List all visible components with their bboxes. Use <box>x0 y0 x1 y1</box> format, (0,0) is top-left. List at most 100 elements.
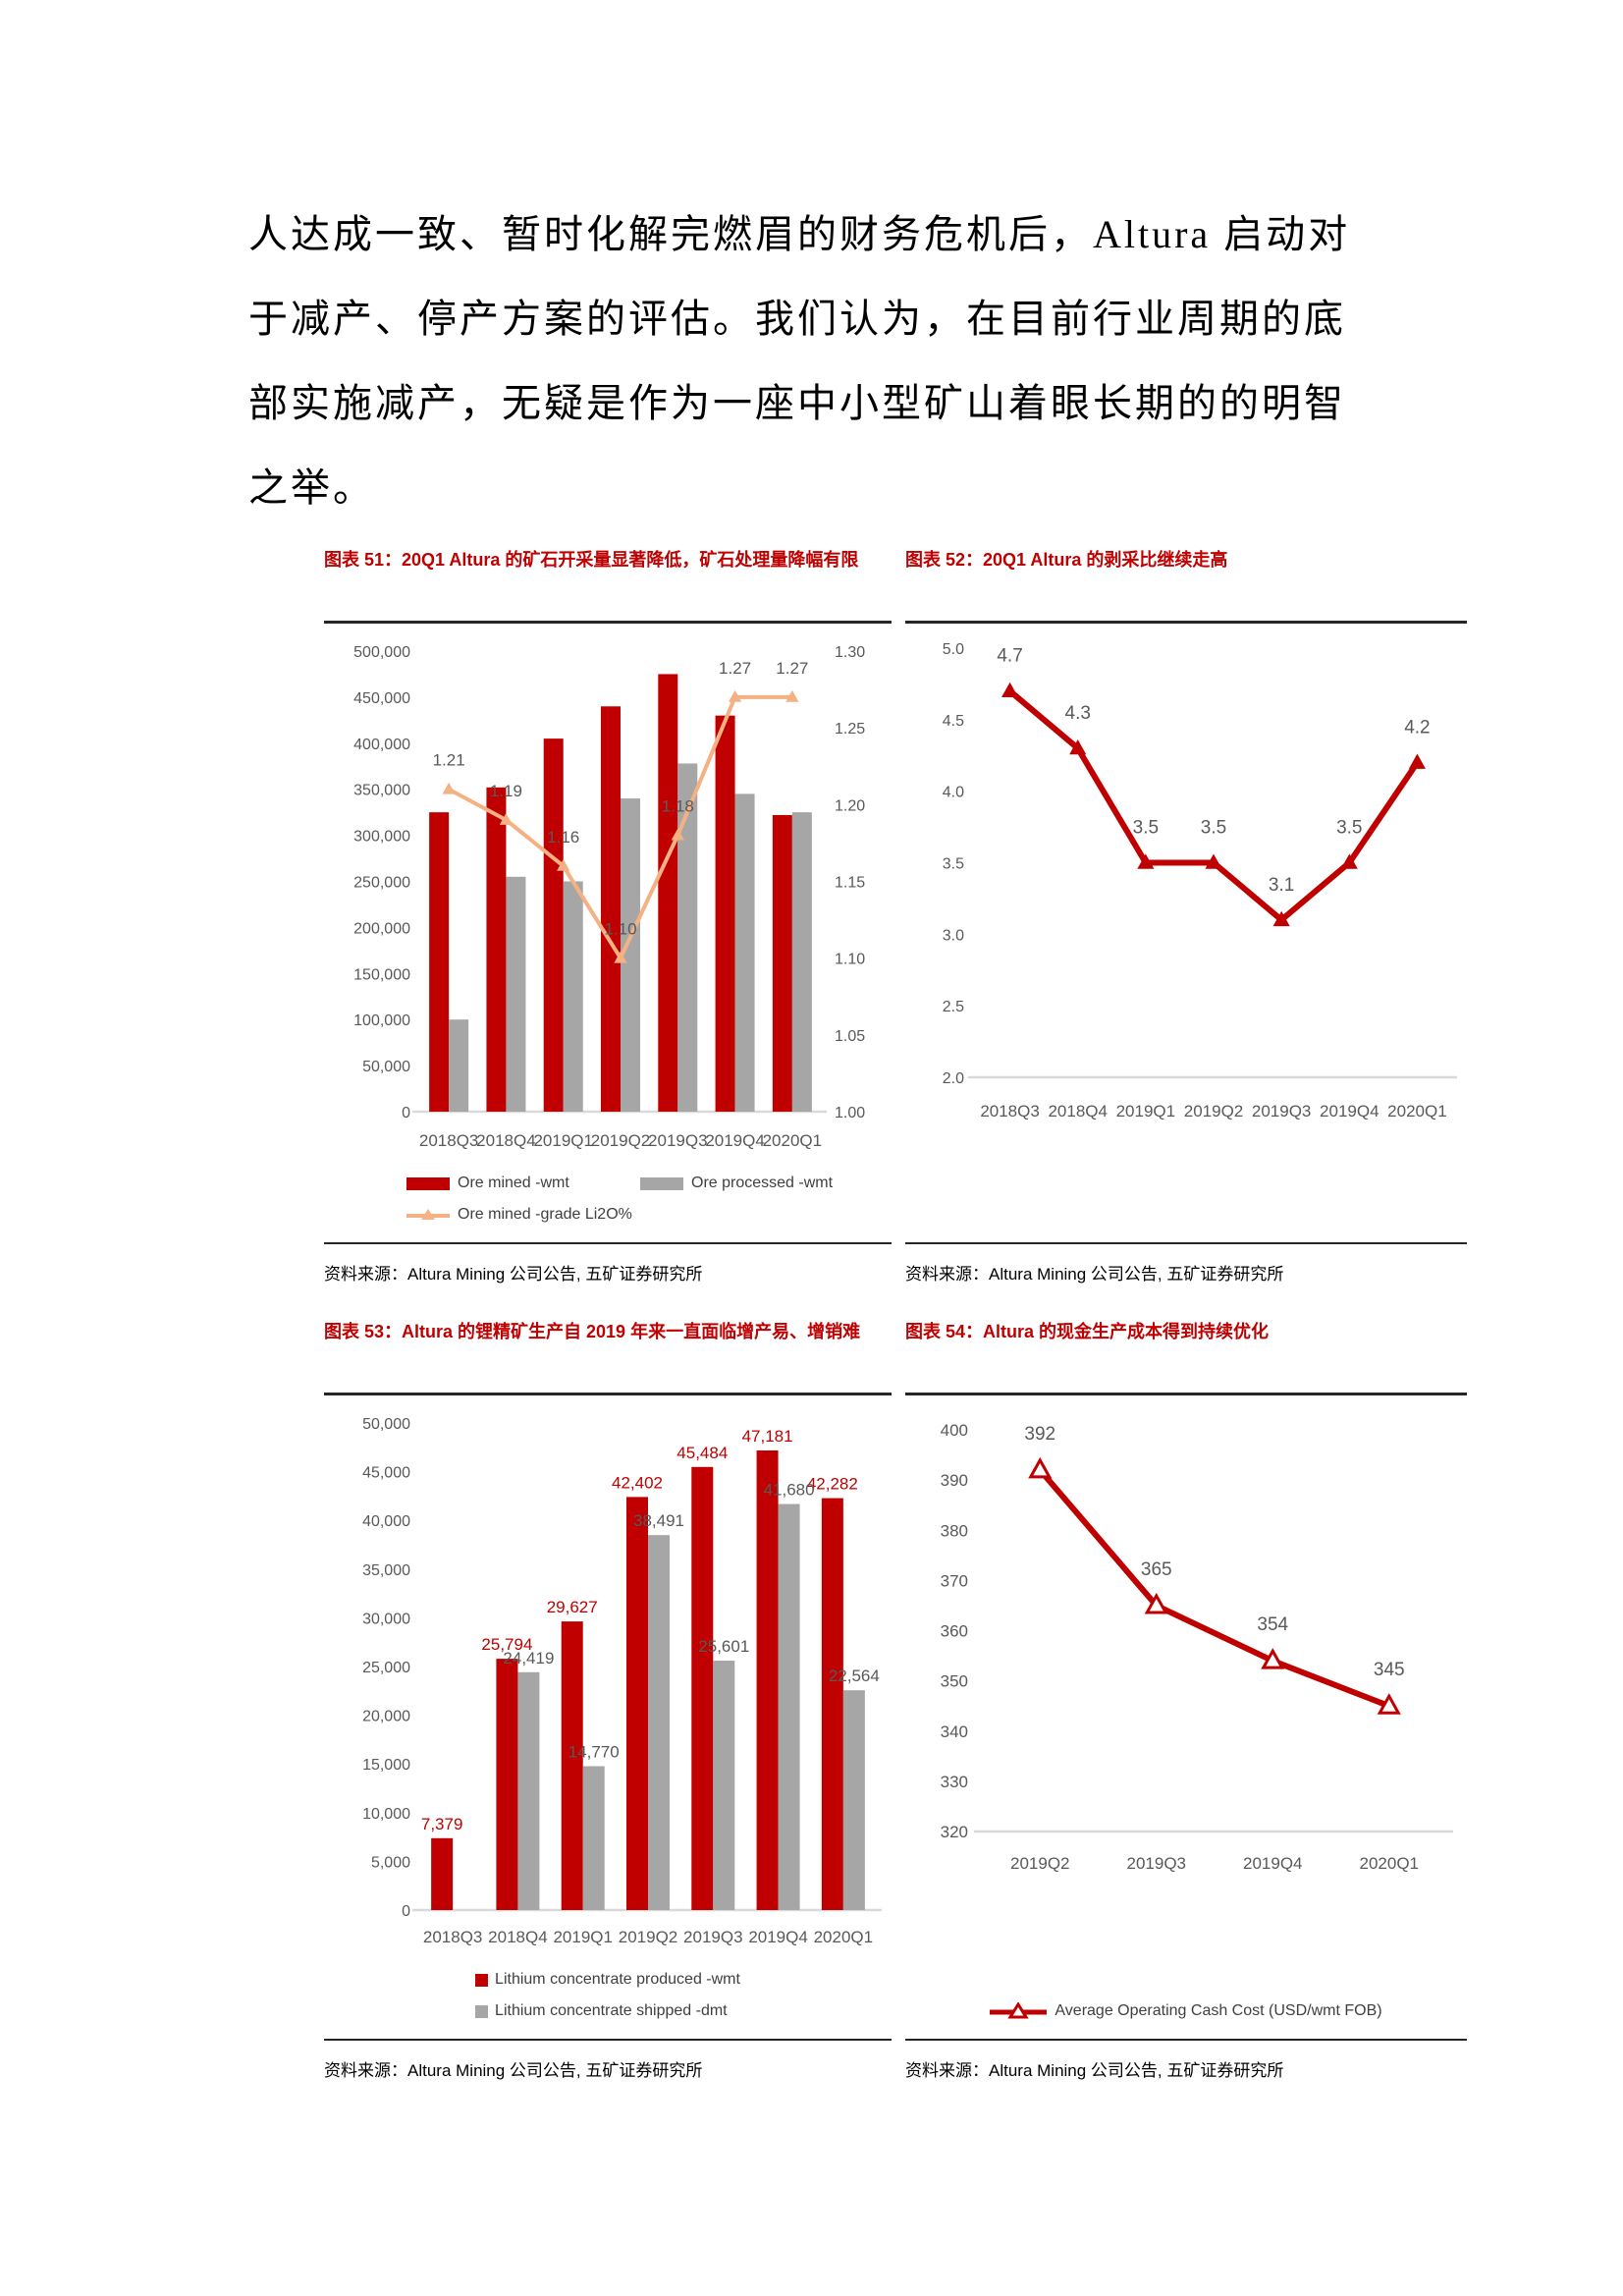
triangle-marker-icon <box>1377 1693 1401 1715</box>
x-tick-label: 2020Q1 <box>763 1131 823 1150</box>
bar-value-label: 14,770 <box>568 1742 620 1761</box>
figure-51-title: 图表 51：20Q1 Altura 的矿石开采量显著降低，矿石处理量降幅有限 <box>324 550 859 570</box>
figure-54-source: 资料来源：Altura Mining 公司公告, 五矿证券研究所 <box>905 2061 1284 2080</box>
svg-text:150,000: 150,000 <box>353 966 410 983</box>
bar <box>621 798 640 1112</box>
line-value-label: 3.5 <box>1201 818 1226 839</box>
x-axis-labels: 2019Q2 2019Q3 2019Q4 2020Q1 <box>1010 1854 1419 1873</box>
legend-row: Ore mined -grade Li2O% <box>406 1199 892 1230</box>
bar <box>431 1837 454 1910</box>
line-value-label: 1.18 <box>662 797 694 816</box>
svg-text:350: 350 <box>941 1672 968 1691</box>
triangle-marker-icon <box>557 858 570 871</box>
bar <box>715 715 735 1112</box>
bar-value-label: 42,282 <box>807 1475 858 1494</box>
line-value-label: 354 <box>1257 1614 1288 1635</box>
legend-label: Lithium concentrate produced -wmt <box>495 1971 740 1988</box>
paragraph-line-4: 之举。 <box>248 465 375 510</box>
line-value-label: 1.19 <box>490 782 522 800</box>
bar <box>517 1671 540 1910</box>
legend-label: Ore mined -grade Li2O% <box>458 1206 632 1223</box>
legend-item-ore-mined: Ore mined -wmt <box>406 1175 640 1192</box>
x-tick-label: 2020Q1 <box>1387 1102 1447 1121</box>
figure-52: 图表 52：20Q1 Altura 的剥采比继续走高 2.0 2.5 3.0 3.5 4… <box>905 546 1467 1285</box>
svg-text:200,000: 200,000 <box>353 920 410 937</box>
svg-text:50,000: 50,000 <box>362 1059 410 1075</box>
svg-text:0: 0 <box>402 1903 410 1920</box>
line-value-label: 1.21 <box>433 751 465 770</box>
svg-text:0: 0 <box>402 1105 410 1121</box>
bar-value-label: 45,484 <box>676 1444 728 1462</box>
line-value-label: 4.7 <box>997 646 1022 667</box>
bar-value-label: 25,794 <box>481 1635 532 1654</box>
triangle-marker-icon <box>1144 1592 1168 1614</box>
svg-text:400: 400 <box>941 1421 968 1440</box>
line-value-label: 392 <box>1024 1424 1055 1445</box>
bar <box>778 1503 800 1910</box>
paragraph-line-2: 于减产、停产方案的评估。我们认为，在目前行业周期的底 <box>248 297 1346 341</box>
line-value-label: 4.2 <box>1404 718 1430 738</box>
bar <box>449 1019 469 1112</box>
figure-53: 图表 53：Altura 的锂精矿生产自 2019 年来一直面临增产易、增销难 … <box>324 1318 892 2081</box>
svg-text:250,000: 250,000 <box>353 875 410 892</box>
figure-53-source: 资料来源：Altura Mining 公司公告, 五矿证券研究所 <box>324 2061 703 2080</box>
figure-51-top-rule <box>324 621 892 624</box>
triangle-marker-icon <box>1069 738 1087 755</box>
triangle-marker-icon <box>671 828 684 841</box>
figure-53-top-rule <box>324 1393 892 1395</box>
svg-text:1.30: 1.30 <box>835 644 865 661</box>
svg-text:360: 360 <box>941 1622 968 1641</box>
svg-text:20,000: 20,000 <box>362 1709 410 1725</box>
svg-text:300,000: 300,000 <box>353 829 410 846</box>
figure-51-chart: 0 50,000 100,000 150,000 200,000 250,000 300,0… <box>353 644 865 1150</box>
bar <box>496 1659 518 1910</box>
bar <box>486 787 507 1112</box>
bar-series-1 <box>449 763 812 1112</box>
svg-text:500,000: 500,000 <box>353 644 410 661</box>
legend-label: Ore processed -wmt <box>691 1175 834 1191</box>
red-line-swatch-icon <box>990 2002 1048 2019</box>
bar <box>648 1535 670 1910</box>
line-value-label: 3.5 <box>1133 818 1159 839</box>
bar <box>842 1690 865 1910</box>
triangle-marker-icon <box>1028 1456 1053 1479</box>
x-tick-label: 2019Q4 <box>705 1131 765 1150</box>
svg-text:35,000: 35,000 <box>362 1562 410 1579</box>
figure-52-bottom-rule <box>905 1242 1467 1244</box>
figure-51-source: 资料来源：Altura Mining 公司公告, 五矿证券研究所 <box>324 1265 703 1284</box>
bar-series-0 <box>429 674 792 1112</box>
x-axis-labels: 2018Q32018Q42019Q12019Q22019Q32019Q42020… <box>419 1131 822 1150</box>
svg-text:50,000: 50,000 <box>362 1416 410 1433</box>
svg-text:4.0: 4.0 <box>943 785 964 801</box>
triangle-marker-icon <box>499 812 514 825</box>
orange-line-swatch-icon <box>406 1209 450 1220</box>
bar-value-label: 47,181 <box>742 1427 793 1446</box>
bar <box>582 1766 605 1910</box>
gray-bar-swatch-icon <box>640 1176 683 1190</box>
x-tick-label: 2019Q1 <box>533 1131 593 1150</box>
svg-text:370: 370 <box>941 1571 968 1590</box>
triangle-marker-icon <box>1408 753 1426 769</box>
svg-text:2.0: 2.0 <box>943 1070 964 1087</box>
bar <box>506 876 526 1112</box>
x-tick-label: 2019Q4 <box>1320 1102 1380 1121</box>
bar-value-label: 42,402 <box>612 1473 663 1492</box>
paragraph-line-1: 人达成一致、暂时化解完燃眉的财务危机后，Altura 启动对 <box>248 212 1351 256</box>
legend-row: Lithium concentrate produced -wmt <box>475 1964 740 1995</box>
red-square-swatch-icon <box>475 1973 489 1987</box>
x-tick-label: 2019Q1 <box>1116 1102 1176 1121</box>
bar-value-label: 25,601 <box>698 1637 749 1656</box>
triangle-marker-icon <box>442 782 456 794</box>
legend-label: Ore mined -wmt <box>458 1175 569 1191</box>
figure-54-bottom-rule <box>905 2039 1467 2041</box>
svg-text:340: 340 <box>941 1722 968 1741</box>
legend-label: Average Operating Cash Cost (USD/wmt FOB… <box>1055 2002 1382 2019</box>
line-value-label: 1.27 <box>776 659 808 678</box>
svg-text:330: 330 <box>941 1773 968 1791</box>
svg-text:45,000: 45,000 <box>362 1465 410 1482</box>
y-axis-right: 1.00 1.05 1.10 1.15 1.20 1.25 1.30 <box>835 644 865 1121</box>
line-value-label: 3.5 <box>1336 818 1362 839</box>
bar <box>626 1497 648 1910</box>
svg-text:1.25: 1.25 <box>835 721 865 738</box>
